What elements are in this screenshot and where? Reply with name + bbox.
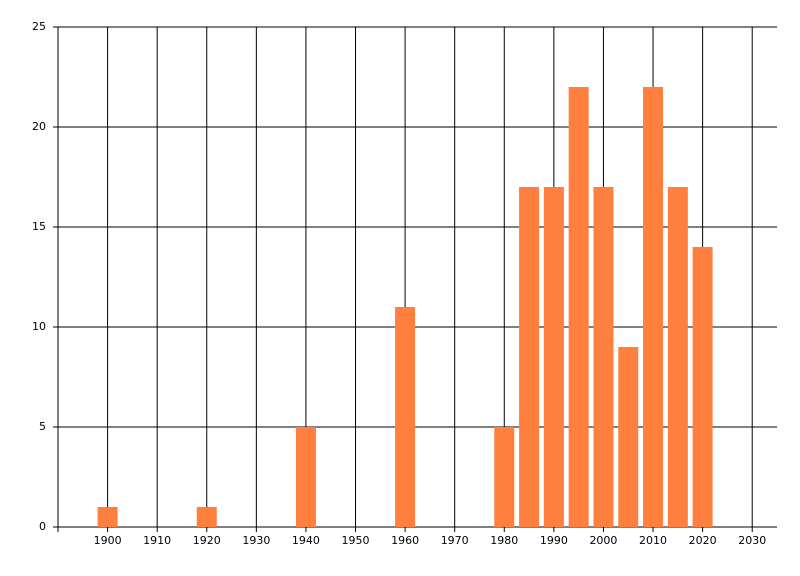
bar	[97, 507, 118, 527]
x-tick-label: 1900	[94, 534, 122, 547]
y-tick-label: 0	[39, 520, 46, 533]
x-tick-label: 1990	[540, 534, 568, 547]
x-tick-label: 2000	[589, 534, 617, 547]
bar	[667, 187, 688, 527]
bar	[196, 507, 217, 527]
bar	[692, 247, 713, 527]
bar	[618, 347, 639, 527]
bar	[494, 427, 515, 527]
y-tick-label: 5	[39, 420, 46, 433]
x-tick-label: 1910	[143, 534, 171, 547]
bar	[295, 427, 316, 527]
x-tick-label: 1920	[193, 534, 221, 547]
x-tick-label: 2010	[639, 534, 667, 547]
bar	[643, 87, 664, 527]
y-tick-label: 10	[32, 320, 46, 333]
x-tick-label: 1970	[441, 534, 469, 547]
y-tick-label: 20	[32, 120, 46, 133]
x-tick-label: 2030	[738, 534, 766, 547]
bar	[593, 187, 614, 527]
x-tick-label: 1940	[292, 534, 320, 547]
x-tick-label: 1950	[342, 534, 370, 547]
bar	[543, 187, 564, 527]
bar	[568, 87, 589, 527]
y-tick-label: 25	[32, 20, 46, 33]
bar	[395, 307, 416, 527]
y-tick-label: 15	[32, 220, 46, 233]
x-tick-label: 2020	[689, 534, 717, 547]
x-tick-label: 1960	[391, 534, 419, 547]
x-tick-label: 1980	[490, 534, 518, 547]
bar	[519, 187, 540, 527]
x-tick-label: 1930	[242, 534, 270, 547]
